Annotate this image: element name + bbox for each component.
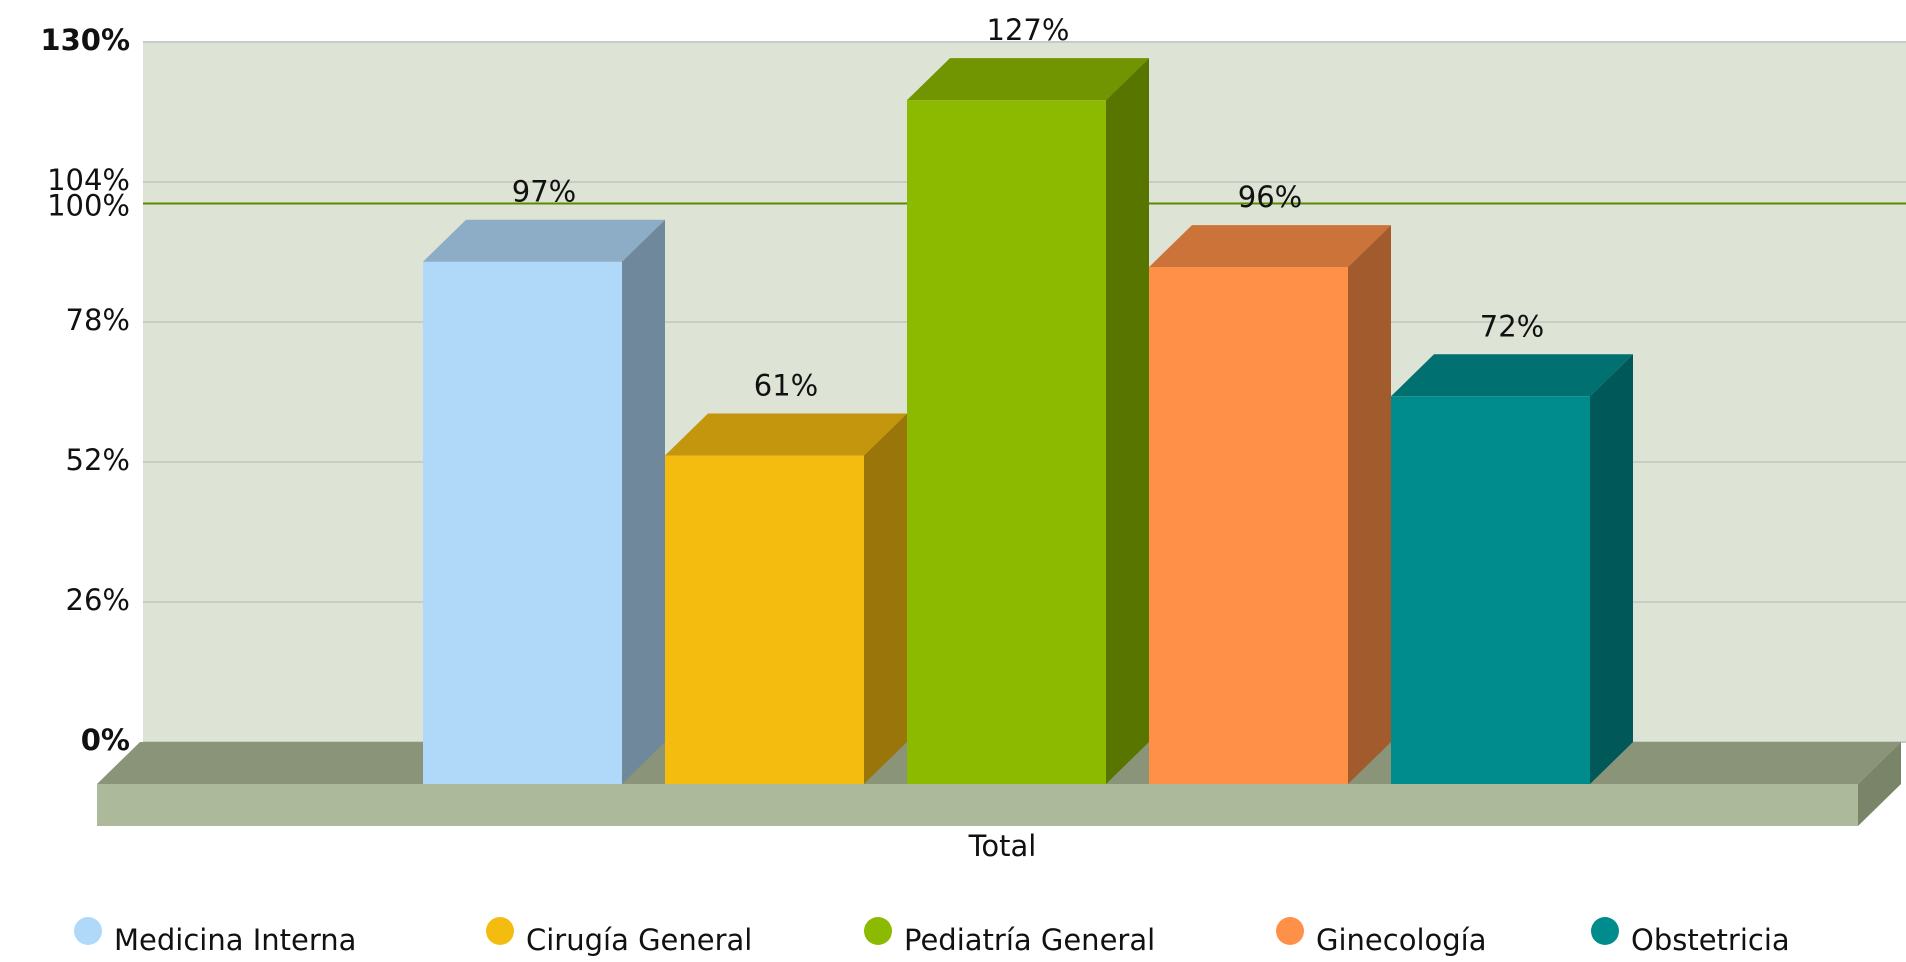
legend-label: Pediatría General <box>904 923 1155 957</box>
y-tick-label: 52% <box>66 443 130 477</box>
x-tick-label: Total <box>968 829 1037 863</box>
legend-label: Obstetricia <box>1631 923 1790 957</box>
legend-swatch <box>864 917 892 945</box>
bar-side <box>1106 58 1149 784</box>
legend-swatch <box>1276 917 1304 945</box>
bar-top <box>907 58 1149 101</box>
legend-swatch <box>486 917 514 945</box>
bar <box>423 261 622 784</box>
value-label: 72% <box>1480 309 1544 343</box>
floor-side <box>1858 742 1901 826</box>
bar-side <box>1348 225 1391 785</box>
legend-swatch <box>1591 917 1619 945</box>
bar-top <box>423 219 665 262</box>
bar-top <box>1391 354 1633 397</box>
value-label: 127% <box>987 13 1070 47</box>
y-tick-label: 78% <box>66 303 130 337</box>
value-label: 97% <box>512 175 576 209</box>
bar-top <box>665 413 907 456</box>
floor-front <box>97 784 1858 826</box>
bar-side <box>1590 354 1633 784</box>
legend-label: Ginecología <box>1316 923 1486 957</box>
bar-side <box>864 413 907 784</box>
bar-side <box>622 219 665 784</box>
value-label: 61% <box>754 369 818 403</box>
bar <box>665 455 864 784</box>
bar <box>1391 396 1590 784</box>
legend-label: Cirugía General <box>526 923 752 957</box>
bar <box>907 100 1106 784</box>
value-label: 96% <box>1238 180 1302 214</box>
reference-label: 100% <box>47 189 130 223</box>
y-tick-label: 130% <box>40 23 130 57</box>
y-tick-label: 0% <box>81 723 130 757</box>
bar <box>1149 267 1348 785</box>
y-tick-label: 26% <box>66 583 130 617</box>
legend-label: Medicina Interna <box>114 923 356 957</box>
bar-top <box>1149 225 1391 268</box>
legend-swatch <box>74 917 102 945</box>
y-tick-label: 104% <box>47 163 130 197</box>
